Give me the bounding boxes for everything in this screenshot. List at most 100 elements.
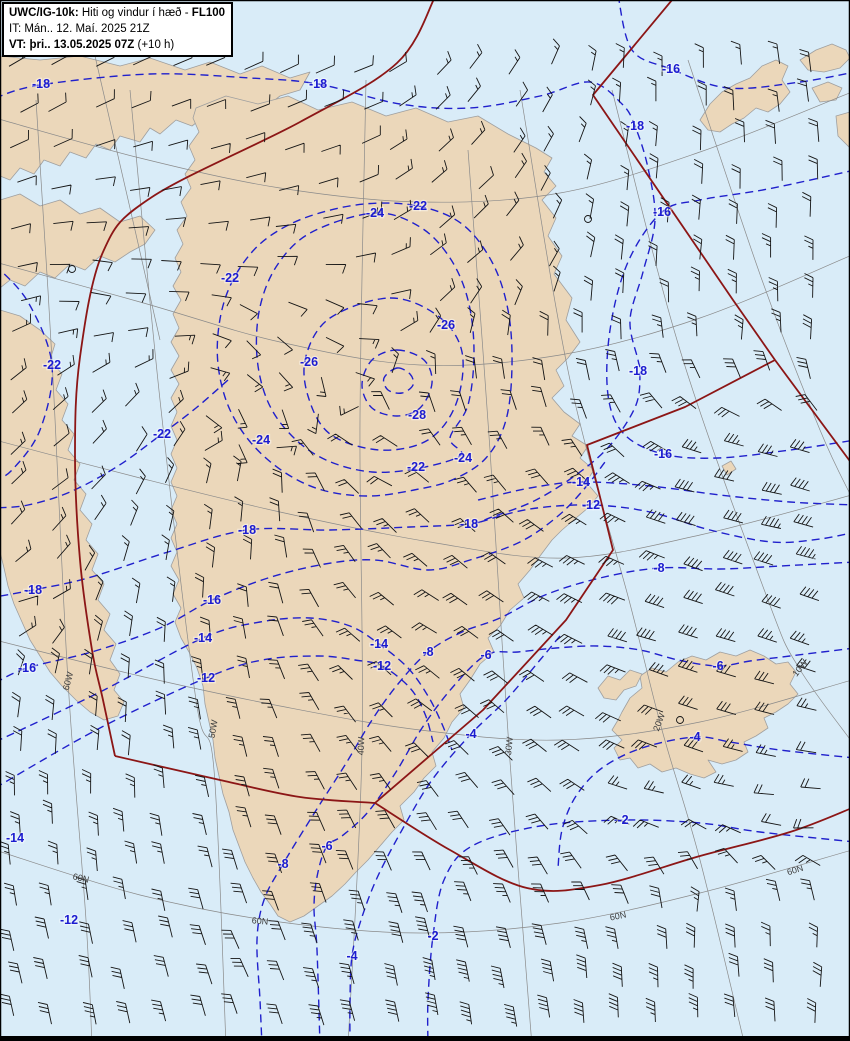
isotherm-label: -8	[653, 561, 664, 575]
isotherm-label: -16	[203, 593, 221, 607]
isotherm-label: -26	[437, 318, 455, 332]
graticule-label: 60N	[609, 909, 627, 922]
isotherm-label: -18	[629, 364, 647, 378]
isotherm-label: -22	[221, 271, 239, 285]
isotherm-label: -4	[346, 949, 357, 963]
isotherm--26	[303, 297, 464, 451]
title-box: UWC/IG-10k: Hiti og vindur í hæð - FL100…	[2, 2, 234, 57]
coastline-canada-devon	[0, 193, 156, 289]
coastline-iceland	[611, 649, 799, 779]
isotherm--22	[0, 268, 54, 479]
title-line-product: UWC/IG-10k: Hiti og vindur í hæð - FL100	[9, 5, 225, 21]
isotherm--28	[361, 349, 433, 417]
isotherm--8	[256, 561, 850, 1041]
isotherm--6	[313, 645, 850, 1041]
isotherm-label: -14	[370, 637, 388, 651]
isotherm-label: -14	[6, 831, 24, 845]
isotherm-label: -12	[373, 659, 391, 673]
isotherm-label: -24	[366, 206, 384, 220]
coastline-jan-mayen	[721, 460, 737, 476]
graticule-label: 60N	[786, 863, 805, 878]
isotherm-label: -18	[24, 583, 42, 597]
isotherm-label: -2	[617, 813, 628, 827]
isotherm-label: -4	[465, 727, 476, 741]
calm-wind-circle	[584, 215, 592, 223]
isotherm-label: -2	[427, 929, 438, 943]
graticule-label: 40W	[356, 736, 367, 755]
parallel	[0, 850, 850, 934]
meridian	[94, 55, 161, 341]
parallel	[0, 440, 850, 559]
coastline-svalbard-main	[699, 59, 791, 133]
graticule-label: 60N	[72, 871, 90, 884]
isotherm-label: -16	[654, 447, 672, 461]
meridian	[347, 79, 367, 1041]
isotherm--4	[349, 635, 561, 1041]
graticule-label: 30W	[503, 736, 515, 756]
isotherm--24	[255, 212, 475, 474]
coastline-iceland-westfjords	[597, 669, 643, 701]
isotherm-label: -4	[689, 730, 700, 744]
isotherm-label: -8	[422, 645, 433, 659]
isotherm-label: -24	[454, 451, 472, 465]
isotherm-label: -28	[408, 408, 426, 422]
isotherm-labels: -18 -18 -16 -18 -16 -22 -24 -22 -26 -26 -22 -18 -28 -…	[5, 61, 725, 965]
isotherm-label: -18	[460, 517, 478, 531]
isotherm-label: -12	[197, 671, 215, 685]
landmasses	[0, 43, 850, 923]
isotherm--22	[0, 379, 229, 509]
calm-wind-circle	[68, 265, 76, 273]
meridian	[611, 89, 850, 740]
coastline-greenland	[170, 95, 599, 923]
isotherm--4	[557, 736, 850, 869]
product-subtitle: Hiti og vindur í hæð -	[78, 7, 192, 19]
isotherm-label: -18	[626, 119, 644, 133]
isotherm--16	[0, 461, 606, 682]
coastline-svalbard-east	[835, 111, 850, 149]
isotherm-label: -12	[60, 913, 78, 927]
isotherm--18	[0, 73, 656, 597]
isotherm-label: -22	[153, 427, 171, 441]
meridian	[519, 89, 745, 1041]
meridian	[687, 59, 850, 495]
isotherm-label: -6	[480, 648, 491, 662]
coastline-svalbard-edge	[811, 81, 843, 103]
isotherm-label: -18	[309, 77, 327, 91]
wind-barbs	[0, 38, 823, 1027]
parallel	[0, 92, 850, 203]
isotherm-label: -16	[662, 62, 680, 76]
isotherm-label: -6	[321, 839, 332, 853]
isotherm--12	[479, 504, 850, 544]
boundary-domain-e-inner	[374, 359, 776, 804]
coastline-baffin-island	[0, 309, 125, 721]
isotherm-label: -16	[18, 661, 36, 675]
isotherm--12	[0, 655, 434, 786]
valid-prefix: VT:	[9, 39, 30, 51]
isotherm-label: -8	[277, 857, 288, 871]
isotherm--16	[606, 170, 850, 459]
isotherm--14	[0, 617, 453, 751]
boundary-domain-w	[74, 0, 435, 757]
isotherm--22	[216, 202, 513, 497]
graticule-label: 60W	[61, 670, 76, 691]
isotherm-label: -14	[194, 631, 212, 645]
parallel	[0, 255, 850, 366]
isotherm-label: -14	[572, 475, 590, 489]
meridian	[35, 99, 93, 1041]
isotherm-label: -12	[582, 498, 600, 512]
isotherm-label: -24	[252, 433, 270, 447]
isotherm-label: -26	[300, 355, 318, 369]
isotherm--2	[426, 819, 850, 1041]
boundary-domain-ne	[592, 0, 850, 463]
isotherm-label: -22	[409, 199, 427, 213]
domain-boundaries	[74, 0, 850, 892]
wind-barb-staffs	[0, 38, 823, 1027]
isotherm-label: -22	[43, 358, 61, 372]
coastline-svalbard-ne	[799, 43, 850, 73]
graticule-label: 60N	[251, 915, 268, 926]
isotherm-label: -18	[32, 77, 50, 91]
isotherm--28	[382, 367, 415, 394]
isotherm-label: -6	[712, 659, 723, 673]
